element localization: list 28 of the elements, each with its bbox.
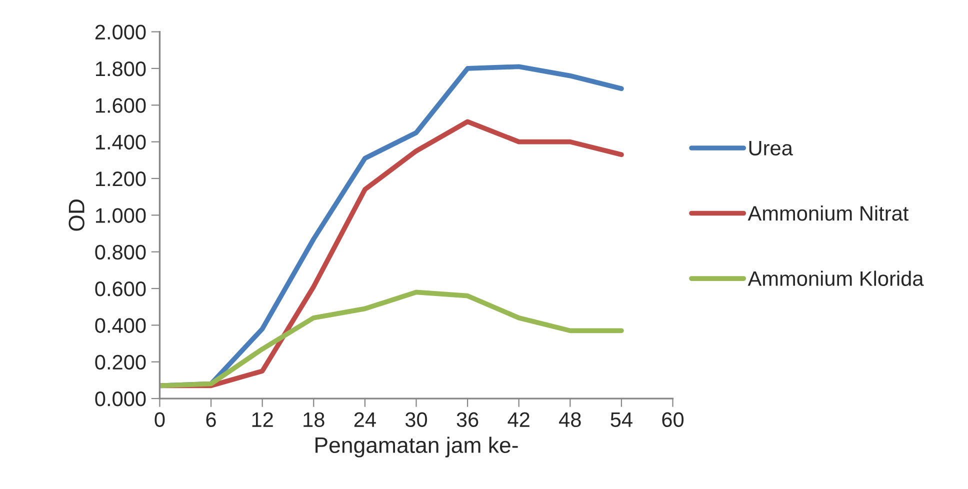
y-axis-title: OD	[68, 200, 84, 231]
x-tick-label: 60	[662, 412, 684, 428]
x-tick-label: 54	[610, 412, 632, 428]
y-tick-label: 1.600	[96, 98, 146, 113]
y-tick-label: 2.000	[95, 24, 146, 40]
x-tick-label: 6	[206, 412, 216, 428]
y-tick-label: 0.800	[95, 244, 146, 260]
x-tick-label: 0	[154, 412, 165, 428]
legend-label: Ammonium Klorida	[748, 270, 924, 286]
y-tick-label: 0.600	[95, 282, 146, 296]
y-tick-label: 1.400	[96, 134, 146, 150]
x-tick-label: 24	[354, 412, 376, 427]
x-tick-label: 18	[304, 412, 324, 428]
x-tick-label: 12	[252, 412, 273, 427]
legend-label: Urea	[749, 140, 793, 156]
y-tick-label: 0.000	[95, 392, 146, 406]
y-tick-label: 1.000	[96, 208, 146, 223]
y-tick-label: 1.800	[96, 61, 146, 76]
y-tick-label: 0.400	[95, 318, 146, 333]
x-axis-title: Pengamatan jam ke-	[316, 436, 518, 458]
x-tick-label: 36	[456, 412, 478, 428]
x-tick-label: 30	[405, 412, 428, 428]
line-series	[160, 290, 624, 388]
x-tick-label: 42	[508, 412, 530, 427]
y-tick-label: 0.200	[95, 354, 146, 370]
y-tick-label: 1.200	[96, 171, 146, 186]
x-tick-label: 48	[559, 412, 581, 428]
legend-label: Ammonium Nitrat	[748, 205, 909, 221]
